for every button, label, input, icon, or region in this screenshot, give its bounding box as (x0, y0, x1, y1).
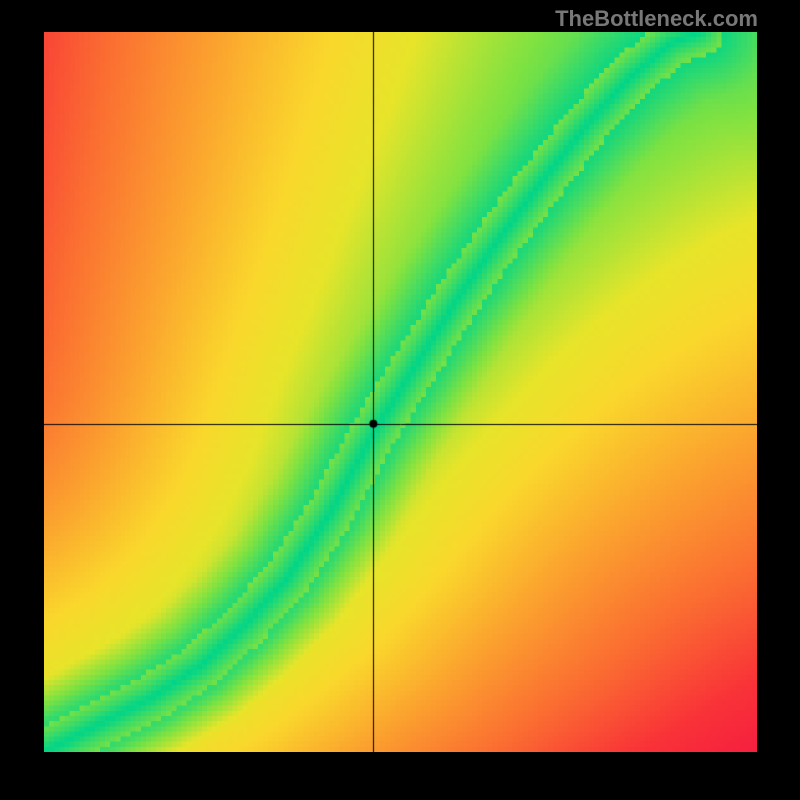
watermark-text: TheBottleneck.com (555, 6, 758, 32)
bottleneck-heatmap (44, 32, 757, 752)
chart-root: { "chart": { "type": "heatmap", "backgro… (0, 0, 800, 800)
